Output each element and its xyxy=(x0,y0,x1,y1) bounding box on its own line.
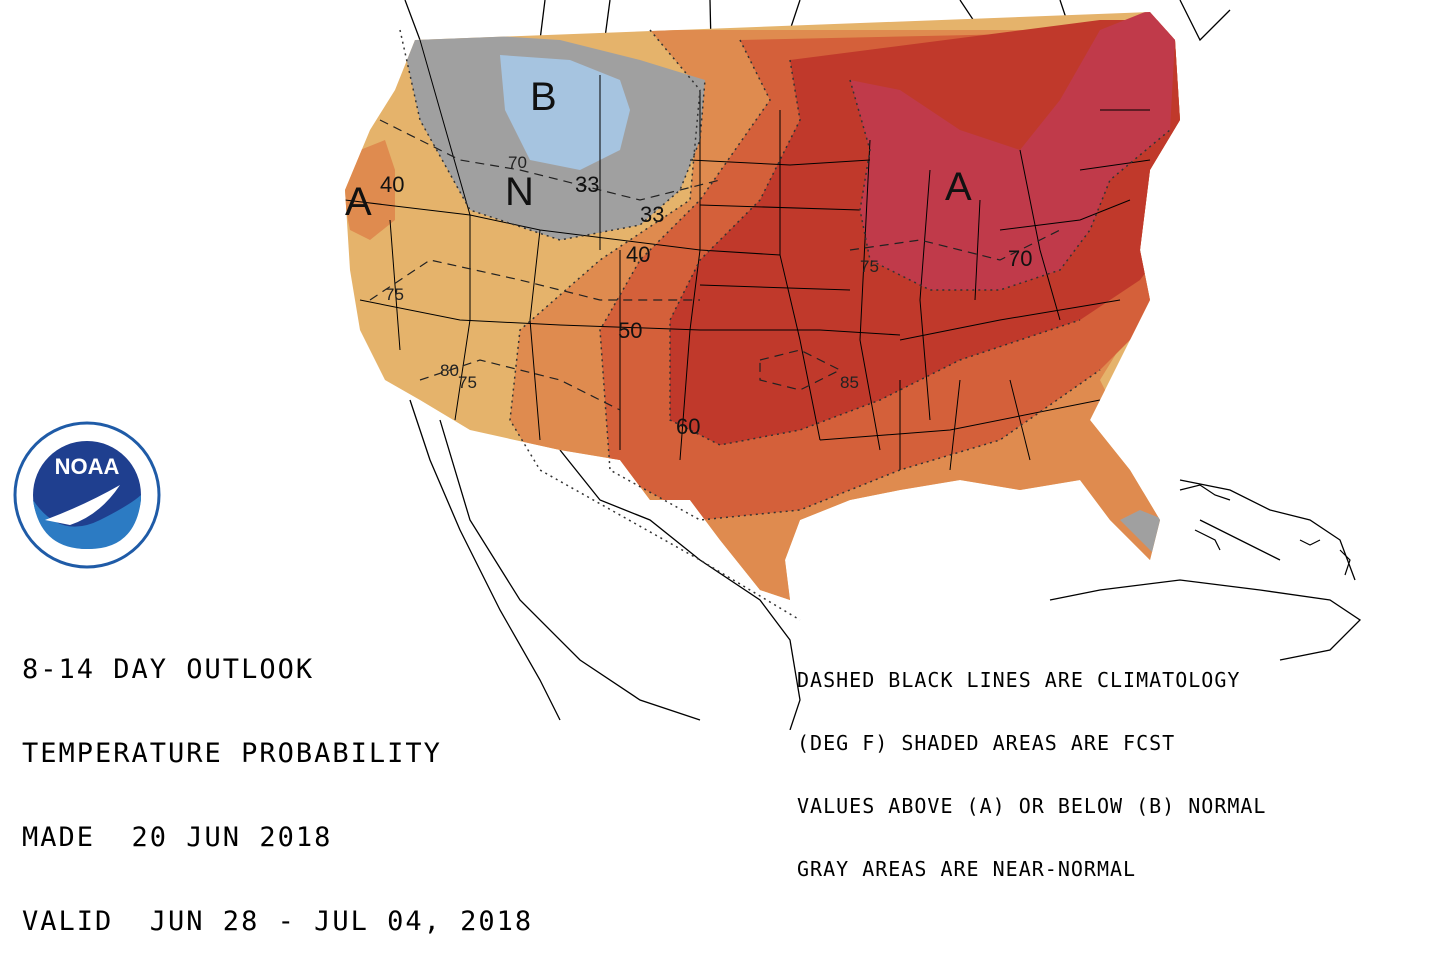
legend-line-4: GRAY AREAS ARE NEAR-NORMAL xyxy=(797,857,1137,881)
probability-contours xyxy=(399,29,1171,621)
noaa-logo: NOAA xyxy=(13,421,161,569)
title-line-product: 8-14 DAY OUTLOOK xyxy=(22,654,315,685)
climatology-label: 80 xyxy=(440,361,459,380)
region-labels: A A B N xyxy=(345,75,972,224)
outlook-map: 33 33 40 40 50 60 70 70 75 75 80 85 75 A… xyxy=(13,0,1362,730)
noaa-logo-text: NOAA xyxy=(55,454,120,479)
title-line-variable: TEMPERATURE PROBABILITY xyxy=(22,738,442,769)
near-normal-label: N xyxy=(505,170,534,214)
climatology-label: 75 xyxy=(458,373,477,392)
title-line-valid: VALID JUN 28 - JUL 04, 2018 xyxy=(22,906,534,937)
outlook-title: 8-14 DAY OUTLOOK TEMPERATURE PROBABILITY… xyxy=(22,600,533,964)
climatology-labels: 70 75 75 80 85 75 xyxy=(385,153,879,392)
legend-line-3: VALUES ABOVE (A) OR BELOW (B) NORMAL xyxy=(797,794,1267,818)
contour-label: 50 xyxy=(618,318,642,343)
contour-label: 33 xyxy=(575,172,599,197)
climatology-label: 85 xyxy=(840,373,859,392)
above-normal-label-east: A xyxy=(945,165,972,209)
climatology-label: 75 xyxy=(860,257,879,276)
contour-label: 40 xyxy=(380,172,404,197)
contour-label: 40 xyxy=(626,242,650,267)
legend-line-2: (DEG F) SHADED AREAS ARE FCST xyxy=(797,731,1176,755)
contour-label: 33 xyxy=(640,202,664,227)
contour-labels: 33 33 40 40 50 60 70 xyxy=(380,172,1032,439)
title-line-made: MADE 20 JUN 2018 xyxy=(22,822,333,853)
above-normal-label-west: A xyxy=(345,180,372,224)
caribbean-islands xyxy=(1179,484,1351,576)
climatology-label: 75 xyxy=(385,285,404,304)
contour-label: 60 xyxy=(676,414,700,439)
climatology-lines xyxy=(369,119,1061,411)
outer-boundaries xyxy=(404,0,1362,730)
legend-note: DASHED BLACK LINES ARE CLIMATOLOGY (DEG … xyxy=(797,628,1266,901)
contour-label: 70 xyxy=(1008,246,1032,271)
state-boundaries xyxy=(345,39,1151,471)
legend-line-1: DASHED BLACK LINES ARE CLIMATOLOGY xyxy=(797,668,1241,692)
climatology-label: 70 xyxy=(508,153,527,172)
below-normal-label: B xyxy=(530,75,557,119)
